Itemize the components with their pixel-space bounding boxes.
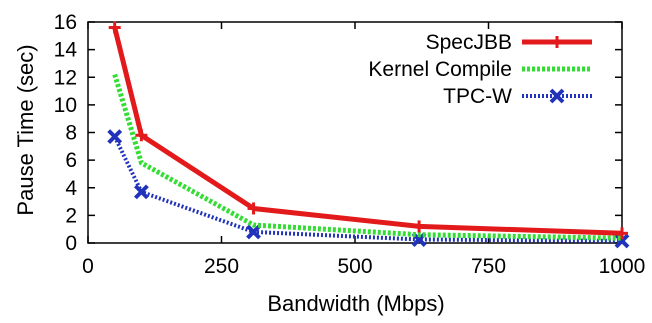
data-point-specjbb	[108, 21, 121, 34]
series-line-kernel-compile	[112, 73, 623, 241]
y-tick-label: 2	[65, 204, 77, 227]
chart-series	[107, 21, 630, 249]
marker-stroke	[246, 224, 261, 240]
legend-label-kernel-compile: Kernel Compile	[368, 58, 512, 81]
data-point-specjbb	[247, 202, 260, 215]
y-tick-label: 10	[54, 94, 77, 117]
legend-item-kernel-compile: Kernel Compile	[368, 58, 592, 81]
x-tick-label: 500	[337, 255, 372, 278]
x-tick-label: 0	[82, 255, 94, 278]
y-tick-label: 14	[54, 39, 78, 62]
y-tick-label: 6	[65, 149, 77, 172]
chart-legend: SpecJBB Kernel Compile TPC-W	[368, 31, 592, 108]
y-tick-label: 16	[54, 11, 77, 34]
legend-label-specjbb: SpecJBB	[426, 31, 512, 54]
data-point-specjbb	[413, 220, 426, 233]
chart-axes	[87, 21, 623, 244]
data-point-tpc-w	[246, 224, 261, 240]
chart-ticks: 0 2 4 6 8 10 12 14 16 0 250 500 750 1000	[54, 11, 646, 278]
data-point-specjbb	[135, 129, 148, 142]
legend-marker-specjbb	[551, 36, 563, 48]
x-tick-label: 250	[204, 255, 239, 278]
series-specjbb	[108, 21, 628, 240]
x-tick-label: 1000	[599, 255, 646, 278]
y-tick-label: 4	[65, 177, 77, 200]
legend-label-tpc-w: TPC-W	[443, 85, 512, 108]
y-tick-label: 12	[54, 66, 77, 89]
series-line-tpc-w	[112, 135, 623, 243]
legend-item-tpc-w: TPC-W	[443, 85, 592, 108]
marker-stroke	[107, 129, 123, 145]
y-axis-title: Pause Time (sec)	[13, 44, 38, 215]
data-point-tpc-w	[133, 184, 149, 200]
y-tick-label: 8	[65, 122, 77, 145]
legend-marker-tpc-w	[549, 88, 565, 104]
legend-item-specjbb: SpecJBB	[426, 31, 592, 54]
series-tpc-w	[107, 129, 630, 249]
y-tick-label: 0	[65, 232, 77, 255]
x-tick-label: 750	[471, 255, 506, 278]
marker-stroke	[133, 184, 149, 200]
marker-stroke	[549, 88, 565, 104]
data-point-specjbb	[616, 227, 628, 240]
series-kernel-compile	[112, 73, 623, 241]
marker-stroke	[614, 233, 630, 249]
x-axis-title: Bandwidth (Mbps)	[267, 291, 444, 316]
plot-frame	[87, 21, 623, 244]
data-point-tpc-w	[107, 129, 123, 145]
